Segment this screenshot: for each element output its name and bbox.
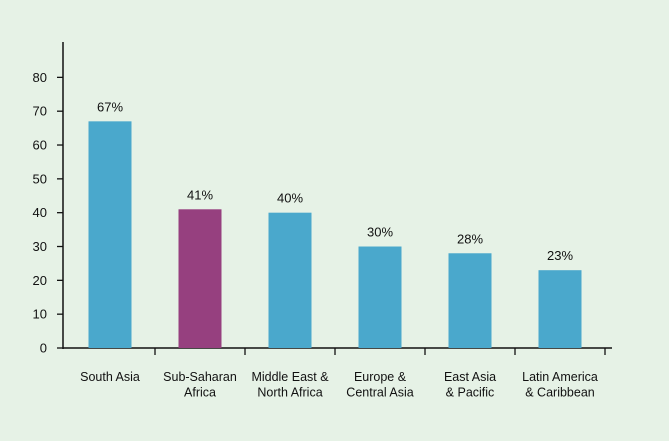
y-tick-label: 70 <box>33 104 47 119</box>
data-label: 30% <box>367 225 393 240</box>
x-axis: South Asia Sub-Saharan Africa Middle East &… <box>63 347 612 400</box>
x-category-label: Europe & <box>354 370 407 384</box>
bar <box>538 270 582 348</box>
bar <box>268 212 312 348</box>
data-labels: 67% 41% 40% 30% 28% 23% <box>97 99 573 263</box>
y-tick-label: 10 <box>33 307 47 322</box>
y-tick-label: 80 <box>33 70 47 85</box>
bars <box>88 121 582 349</box>
y-tick-label: 40 <box>33 205 47 220</box>
data-label: 28% <box>457 231 483 246</box>
x-category-label: & Pacific <box>446 386 495 400</box>
bar <box>358 246 402 348</box>
y-tick-label: 60 <box>33 138 47 153</box>
data-label: 41% <box>187 187 213 202</box>
y-tick-label: 20 <box>33 273 47 288</box>
x-category-label: Africa <box>184 386 216 400</box>
y-axis: 0 10 20 30 40 50 60 70 80 <box>33 42 64 356</box>
x-category-label: Middle East & <box>251 370 329 384</box>
bar <box>88 121 132 349</box>
x-category-label: Central Asia <box>346 386 413 400</box>
y-tick-label: 0 <box>40 341 47 356</box>
data-label: 67% <box>97 99 123 114</box>
x-category-label: Sub-Saharan <box>163 370 237 384</box>
y-tick-label: 50 <box>33 171 47 186</box>
data-label: 40% <box>277 191 303 206</box>
x-category-label: East Asia <box>444 370 496 384</box>
bar <box>448 253 492 348</box>
y-tick-label: 30 <box>33 239 47 254</box>
x-category-label: North Africa <box>257 386 322 400</box>
x-category-label: & Caribbean <box>525 386 595 400</box>
x-category-label: South Asia <box>80 370 140 384</box>
x-category-label: Latin America <box>522 370 598 384</box>
bar <box>178 209 222 348</box>
data-label: 23% <box>547 248 573 263</box>
